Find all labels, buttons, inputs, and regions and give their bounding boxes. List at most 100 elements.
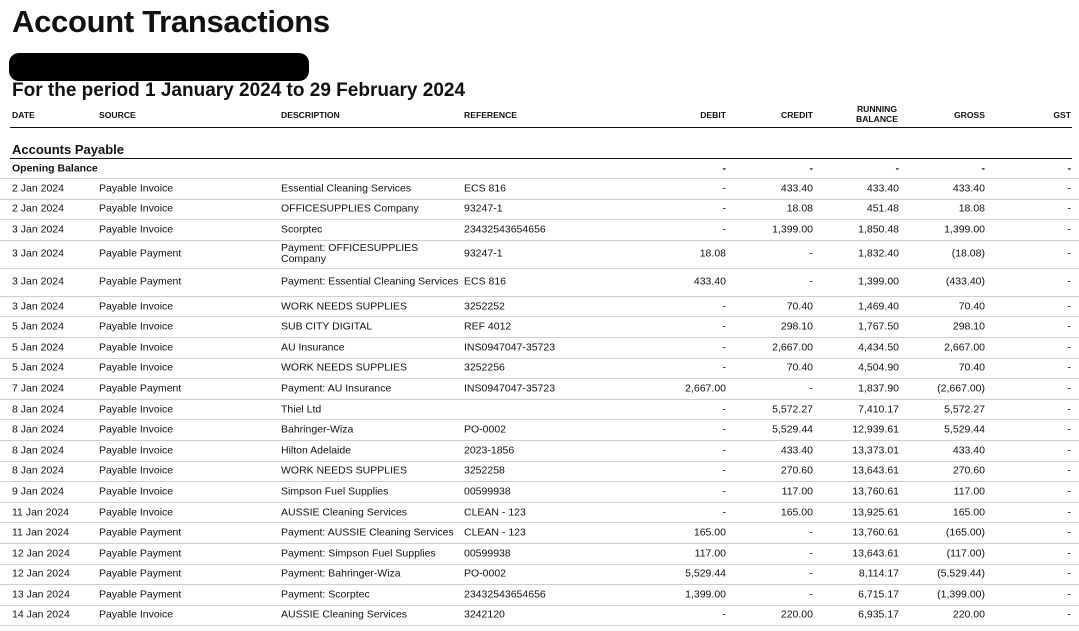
- cell-running-balance: 1,469.40: [858, 300, 899, 313]
- cell-debit: -: [722, 506, 727, 519]
- cell-gst: -: [1067, 223, 1072, 236]
- cell-source: Payable Invoice: [99, 361, 174, 374]
- table-row: 5 Jan 2024 Payable Invoice SUB CITY DIGITA…: [0, 317, 1079, 338]
- table-row: 8 Jan 2024 Payable Invoice WORK NEEDS SUPP…: [0, 462, 1079, 483]
- cell-date: 11 Jan 2024: [12, 526, 70, 539]
- cell-description: Bahringer-Wiza: [281, 423, 354, 436]
- cell-debit: -: [722, 403, 727, 416]
- col-header-description: DESCRIPTION: [281, 110, 340, 120]
- cell-gross: 165.00: [952, 506, 985, 519]
- cell-source: Payable Invoice: [99, 403, 174, 416]
- cell-gst: -: [1067, 403, 1072, 416]
- table-row: 2 Jan 2024 Payable Invoice OFFICESUPPLIES …: [0, 200, 1079, 221]
- cell-running-balance: 4,504.90: [858, 361, 899, 374]
- cell-description: Scorptec: [281, 223, 323, 236]
- cell-credit: 220.00: [780, 608, 813, 621]
- cell-running-balance: 6,715.17: [858, 588, 899, 601]
- cell-running-balance: 1,399.00: [858, 275, 899, 288]
- cell-description: Simpson Fuel Supplies: [281, 485, 389, 498]
- cell-gst: -: [1067, 608, 1072, 621]
- table-header: DATE SOURCE DESCRIPTION REFERENCE DEBIT …: [0, 101, 1079, 127]
- cell-source: Payable Payment: [99, 275, 182, 288]
- cell-debit: -: [722, 320, 727, 333]
- cell-gross: 270.60: [952, 464, 985, 477]
- cell-debit: -: [722, 361, 727, 374]
- cell-date: 12 Jan 2024: [12, 547, 70, 560]
- cell-gst: -: [1067, 341, 1072, 354]
- cell-running-balance: 13,643.61: [852, 464, 899, 477]
- report-period: For the period 1 January 2024 to 29 Febr…: [12, 80, 466, 101]
- cell-running-balance: 13,373.01: [852, 444, 899, 457]
- cell-gross: (433.40): [945, 275, 985, 288]
- cell-date: 11 Jan 2024: [12, 506, 70, 519]
- cell-running-balance: 12,939.61: [852, 423, 899, 436]
- report-title: Account Transactions: [12, 4, 330, 39]
- cell-reference: REF 4012: [464, 320, 512, 333]
- cell-source: Payable Payment: [99, 547, 182, 560]
- cell-reference: 3252256: [464, 361, 505, 374]
- cell-source: Payable Invoice: [99, 423, 174, 436]
- redacted-company-name: [9, 53, 309, 81]
- cell-description: OFFICESUPPLIES Company: [281, 202, 419, 215]
- col-header-debit: DEBIT: [700, 110, 726, 120]
- cell-date: 13 Jan 2024: [12, 588, 70, 601]
- cell-gst: -: [1067, 361, 1072, 374]
- table-row: 2 Jan 2024 Payable Invoice Essential Clean…: [0, 179, 1079, 200]
- cell-gst: -: [1067, 300, 1072, 313]
- cell-description: Payment: Scorptec: [281, 588, 370, 601]
- cell-gross: (117.00): [946, 547, 985, 560]
- table-row: 3 Jan 2024 Payable Invoice WORK NEEDS SUPP…: [0, 297, 1079, 318]
- table-row: 11 Jan 2024 Payable Payment Payment: AUSSI…: [0, 523, 1079, 544]
- cell-running-balance: 7,410.17: [858, 403, 899, 416]
- opening-gst: -: [1067, 162, 1072, 174]
- cell-running-balance: 1,832.40: [858, 247, 899, 260]
- cell-credit: 70.40: [786, 361, 813, 374]
- opening-credit: -: [809, 162, 814, 174]
- cell-credit: 1,399.00: [772, 223, 813, 236]
- cell-debit: -: [722, 423, 727, 436]
- cell-reference: 2023-1856: [464, 444, 515, 457]
- col-header-source: SOURCE: [99, 110, 136, 120]
- cell-reference: INS0947047-35723: [464, 382, 556, 395]
- cell-credit: -: [809, 275, 814, 288]
- cell-gross: 5,529.44: [944, 423, 985, 436]
- cell-gst: -: [1067, 464, 1072, 477]
- cell-debit: -: [722, 608, 727, 621]
- cell-debit: -: [722, 485, 727, 498]
- cell-gross: 70.40: [958, 300, 985, 313]
- cell-gst: -: [1067, 182, 1072, 195]
- cell-gross: 220.00: [952, 608, 985, 621]
- cell-running-balance: 1,837.90: [858, 382, 899, 395]
- cell-reference: INS0947047-35723: [464, 341, 556, 354]
- table-row: 9 Jan 2024 Payable Invoice Simpson Fuel Su…: [0, 482, 1079, 503]
- cell-source: Payable Payment: [99, 526, 182, 539]
- cell-source: Payable Invoice: [99, 341, 174, 354]
- cell-reference: ECS 816: [464, 182, 507, 195]
- header-rule: [10, 127, 1072, 128]
- cell-reference: 3242120: [464, 608, 505, 621]
- cell-credit: 433.40: [780, 444, 813, 457]
- cell-source: Payable Invoice: [99, 506, 174, 519]
- cell-date: 3 Jan 2024: [12, 275, 64, 288]
- cell-running-balance: 4,434.50: [858, 341, 899, 354]
- opening-running-balance: -: [895, 162, 900, 174]
- table-row: 3 Jan 2024 Payable Payment Payment: OFFICE…: [0, 241, 1079, 269]
- cell-source: Payable Payment: [99, 588, 182, 601]
- cell-description: WORK NEEDS SUPPLIES: [281, 361, 408, 374]
- cell-source: Payable Invoice: [99, 485, 174, 498]
- cell-description: Hilton Adelaide: [281, 444, 352, 457]
- cell-gst: -: [1067, 382, 1072, 395]
- cell-date: 2 Jan 2024: [12, 202, 64, 215]
- cell-credit: -: [809, 588, 814, 601]
- opening-debit: -: [722, 162, 727, 174]
- cell-gst: -: [1067, 588, 1072, 601]
- table-row: 11 Jan 2024 Payable Invoice AUSSIE Cleanin…: [0, 503, 1079, 524]
- cell-reference: CLEAN - 123: [464, 526, 526, 539]
- cell-gross: 433.40: [952, 444, 985, 457]
- cell-date: 8 Jan 2024: [12, 464, 64, 477]
- cell-date: 8 Jan 2024: [12, 444, 64, 457]
- cell-source: Payable Invoice: [99, 320, 174, 333]
- cell-gross: 70.40: [958, 361, 985, 374]
- cell-reference: PO-0002: [464, 567, 507, 580]
- cell-source: Payable Invoice: [99, 464, 174, 477]
